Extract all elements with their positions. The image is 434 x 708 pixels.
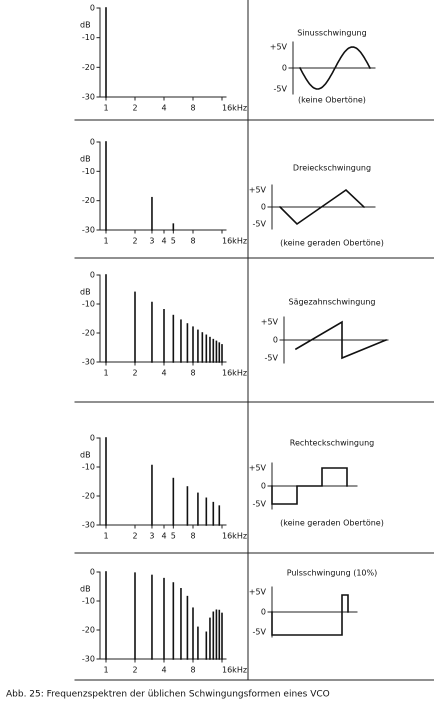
y-tick-label: -10 <box>82 167 95 176</box>
y-tick-label: -30 <box>82 93 95 102</box>
waveform-title: Sinusschwingung <box>297 29 366 38</box>
y-tick-label: 0 <box>90 568 95 577</box>
waveform-note: (keine geraden Obertöne) <box>280 519 384 528</box>
x-tick-label: 1 <box>103 369 108 378</box>
waveform-note: (keine Obertöne) <box>298 96 366 105</box>
y-axis-label: dB <box>80 451 91 460</box>
x-tick-label: 2 <box>132 237 137 246</box>
y-tick-label: 0 <box>90 4 95 13</box>
voltage-label: -5V <box>253 220 267 229</box>
x-tick-label: 8 <box>190 104 195 113</box>
x-tick-label: 16kHz <box>222 532 247 541</box>
waveform <box>278 188 366 226</box>
x-tick-label: 16kHz <box>222 369 247 378</box>
x-tick-label: 16kHz <box>222 666 247 675</box>
y-tick-label: -30 <box>82 521 95 530</box>
x-tick-label: 8 <box>190 666 195 675</box>
y-tick-label: -10 <box>82 300 95 309</box>
y-tick-label: -20 <box>82 196 95 205</box>
x-tick-label: 2 <box>132 666 137 675</box>
x-tick-label: 4 <box>161 666 166 675</box>
x-tick-label: 16kHz <box>222 104 247 113</box>
voltage-label: -5V <box>253 500 267 509</box>
waveform-note: (keine geraden Obertöne) <box>280 239 384 248</box>
waveform <box>298 46 372 90</box>
x-tick-label: 4 <box>161 369 166 378</box>
voltage-label: +5V <box>249 588 267 597</box>
voltage-label: +5V <box>261 318 279 327</box>
waveform-title: Dreieckschwingung <box>293 164 371 173</box>
voltage-label: 0 <box>261 482 266 491</box>
voltage-label: +5V <box>249 464 267 473</box>
x-tick-label: 1 <box>103 104 108 113</box>
y-axis-label: dB <box>80 288 91 297</box>
y-axis-label: dB <box>80 585 91 594</box>
frame <box>74 0 434 681</box>
y-tick-label: -20 <box>82 626 95 635</box>
waveform <box>294 320 388 360</box>
voltage-label: +5V <box>270 43 288 52</box>
y-tick-label: 0 <box>90 138 95 147</box>
y-tick-label: -30 <box>82 358 95 367</box>
waveform-title: Rechteckschwingung <box>290 439 374 448</box>
y-axis-label: dB <box>80 155 91 164</box>
voltage-label: +5V <box>249 186 267 195</box>
x-tick-label: 2 <box>132 532 137 541</box>
x-tick-label: 1 <box>103 532 108 541</box>
voltage-label: 0 <box>261 608 266 617</box>
x-tick-label: 2 <box>132 369 137 378</box>
x-tick-label: 8 <box>190 237 195 246</box>
voltage-label: 0 <box>261 203 266 212</box>
voltage-label: -5V <box>253 628 267 637</box>
x-tick-label: 1 <box>103 237 108 246</box>
x-tick-label: 5 <box>171 237 176 246</box>
waveform-title: Sägezahnschwingung <box>289 298 376 307</box>
x-tick-label: 8 <box>190 369 195 378</box>
y-tick-label: -10 <box>82 33 95 42</box>
y-tick-label: -10 <box>82 597 95 606</box>
voltage-label: -5V <box>265 354 279 363</box>
x-tick-label: 4 <box>161 532 166 541</box>
voltage-label: 0 <box>282 64 287 73</box>
x-tick-label: 3 <box>149 532 154 541</box>
y-tick-label: -30 <box>82 226 95 235</box>
y-axis-label: dB <box>80 21 91 30</box>
waveform-title: Pulsschwingung (10%) <box>287 569 377 578</box>
waveform <box>271 467 348 505</box>
x-tick-label: 4 <box>161 237 166 246</box>
x-tick-label: 3 <box>149 237 154 246</box>
x-tick-label: 8 <box>190 532 195 541</box>
x-tick-label: 2 <box>132 104 137 113</box>
caption: Abb. 25: Frequenzspektren der üblichen S… <box>6 690 330 700</box>
y-tick-label: -20 <box>82 492 95 501</box>
voltage-label: -5V <box>274 85 288 94</box>
y-tick-label: 0 <box>90 271 95 280</box>
y-tick-label: -20 <box>82 329 95 338</box>
y-tick-label: -10 <box>82 463 95 472</box>
x-tick-label: 16kHz <box>222 237 247 246</box>
y-tick-label: -20 <box>82 63 95 72</box>
voltage-label: 0 <box>273 336 278 345</box>
x-tick-label: 5 <box>171 532 176 541</box>
x-tick-label: 4 <box>161 104 166 113</box>
waveform <box>271 594 349 636</box>
x-tick-label: 1 <box>103 666 108 675</box>
y-tick-label: 0 <box>90 434 95 443</box>
y-tick-label: -30 <box>82 655 95 664</box>
